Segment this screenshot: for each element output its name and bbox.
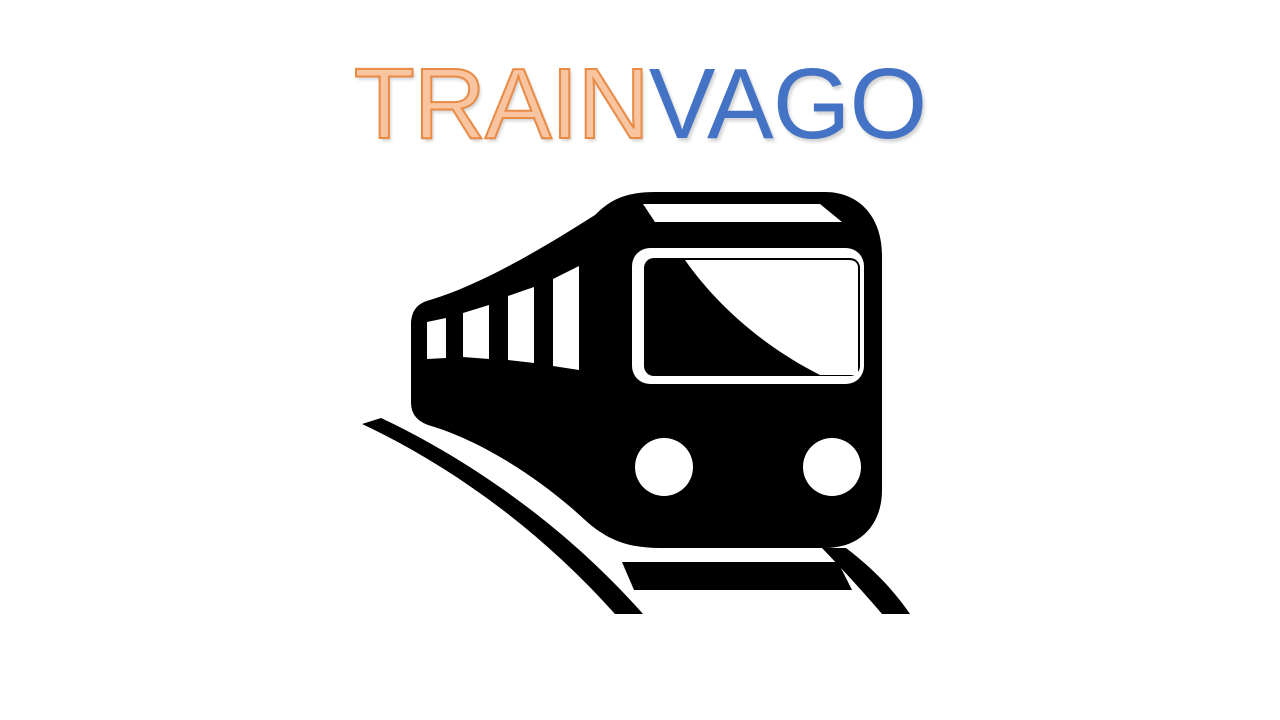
windshield-reflection [685, 260, 858, 375]
logo-word-vago: VAGO [648, 48, 928, 160]
headlight-left [635, 438, 693, 496]
right-rail [822, 548, 910, 614]
side-window-1 [427, 318, 446, 359]
logo-title: TRAINVAGO [0, 44, 1280, 164]
logo-word-train: TRAIN [353, 47, 651, 161]
headlight-right [803, 438, 861, 496]
side-window-4 [553, 266, 579, 370]
roof-stripe [643, 204, 842, 222]
rail-sleeper [622, 562, 852, 590]
left-rail [362, 418, 643, 614]
side-window-2 [463, 305, 489, 359]
side-window-3 [508, 287, 534, 363]
